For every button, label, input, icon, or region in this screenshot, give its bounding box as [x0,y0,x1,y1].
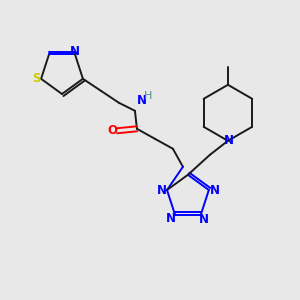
Text: N: N [157,184,167,196]
Text: S: S [32,72,40,85]
Text: N: N [199,213,209,226]
Text: O: O [107,124,117,137]
Text: N: N [166,212,176,225]
Text: N: N [224,134,234,147]
Text: H: H [144,91,152,101]
Text: N: N [210,184,220,196]
Text: N: N [137,94,147,107]
Text: N: N [70,45,80,58]
